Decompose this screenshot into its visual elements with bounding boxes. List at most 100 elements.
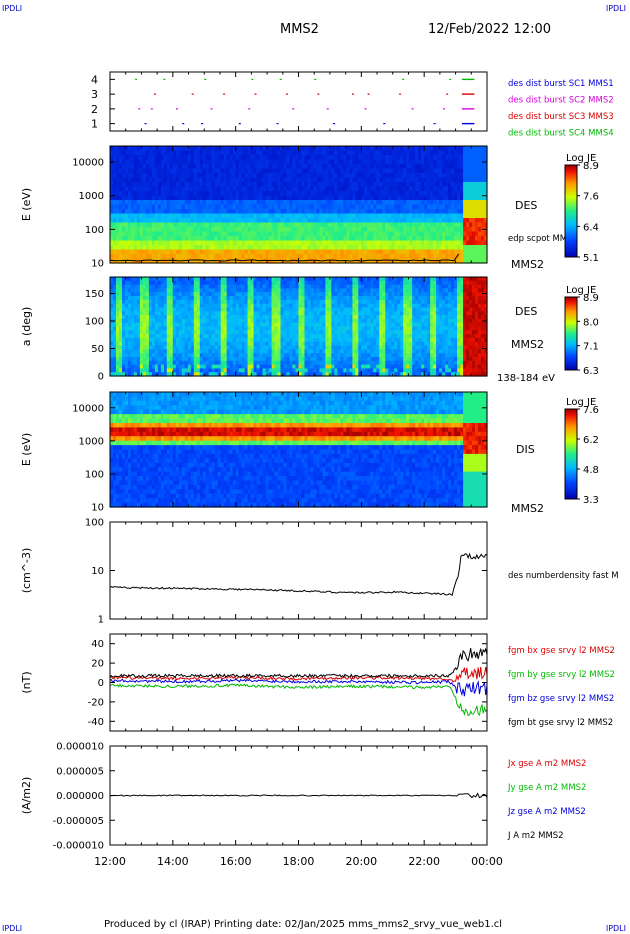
corner-mark-bottom-right: IPDLI — [605, 924, 626, 933]
burst-tick-3: 4 — [91, 73, 98, 86]
colorbar-des-energy — [564, 164, 578, 258]
burst-tick-1: 2 — [91, 103, 98, 116]
x-tick-5: 22:00 — [408, 855, 440, 868]
heatmap-des-energy — [110, 146, 488, 264]
colorbar-des-energy-tick-1: 6.4 — [583, 222, 599, 233]
density-tick-0: 1 — [98, 615, 104, 626]
heatmap-dis-energy — [110, 392, 488, 508]
line-plot-layer — [109, 78, 488, 799]
current-legend-2: Jz gse A m2 MMS2 — [507, 807, 586, 817]
scpot-trace — [109, 253, 460, 262]
x-tick-3: 18:00 — [283, 855, 315, 868]
des-pitch-tick-1: 50 — [91, 344, 104, 355]
des-pitch-tick-3: 150 — [85, 289, 104, 300]
colorbar-des-energy-tick-0: 5.1 — [583, 253, 599, 264]
colorbar-dis-energy — [564, 408, 578, 500]
current-tick-3: 0.000005 — [56, 766, 104, 777]
density-line — [109, 552, 488, 596]
current-tick-2: 0.000000 — [56, 791, 104, 802]
x-tick-1: 14:00 — [157, 855, 189, 868]
burst-legend-3: des dist burst SC4 MMS4 — [508, 129, 614, 139]
colorbar-des-pitch-tick-2: 8.0 — [583, 317, 599, 328]
corner-mark-top-left: IPDLI — [2, 4, 23, 13]
current-ylabel: (A/m2) — [20, 777, 33, 815]
current-legend-1: Jy gse A m2 MMS2 — [507, 783, 586, 793]
des-pitch-probe: MMS2 — [511, 338, 544, 351]
x-tick-6: 00:00 — [471, 855, 503, 868]
corner-mark-bottom-left: IPDLI — [2, 924, 23, 933]
colorbar-des-pitch-tick-0: 6.3 — [583, 366, 599, 377]
burst-legend-1: des dist burst SC2 MMS2 — [508, 96, 614, 106]
des-pitch-tick-0: 0 — [98, 372, 104, 383]
x-tick-0: 12:00 — [94, 855, 126, 868]
des-energy-tick-1: 100 — [85, 225, 104, 236]
des-energy-probe: MMS2 — [511, 258, 544, 271]
bfield-line-by — [109, 683, 488, 716]
colorbar-des-pitch-title: Log JE — [566, 285, 596, 296]
dis-energy-probe: MMS2 — [511, 502, 544, 515]
spacecraft-title: MMS2 — [280, 22, 319, 37]
x-tick-2: 16:00 — [220, 855, 252, 868]
footer-text: Produced by cl (IRAP) Printing date: 02/… — [104, 919, 503, 930]
density-tick-1: 10 — [91, 566, 104, 577]
des-energy-ylabel: E (eV) — [20, 188, 33, 221]
des-pitch-tick-2: 100 — [85, 317, 104, 328]
dis-energy-tick-3: 10000 — [72, 403, 104, 414]
panel-frame-5 — [109, 521, 488, 620]
bfield-tick-0: -40 — [88, 717, 104, 728]
x-tick-4: 20:00 — [345, 855, 377, 868]
panel-frame-1 — [109, 71, 488, 132]
colorbar-des-pitch-tick-3: 8.9 — [583, 293, 599, 304]
density-ylabel: (cm^-3) — [20, 548, 33, 594]
bfield-tick-1: -20 — [88, 697, 104, 708]
des-energy-tick-2: 1000 — [79, 191, 104, 202]
density-legend: des numberdensity fast M — [508, 571, 619, 581]
heatmap-des-pitch — [110, 277, 488, 377]
bfield-legend-3: fgm bt gse srvy l2 MMS2 — [508, 718, 613, 728]
colorbar-des-pitch-tick-1: 7.1 — [583, 342, 599, 353]
bfield-tick-2: 0 — [98, 678, 104, 689]
des-energy-secondary: edp scpot MMS2 — [508, 234, 578, 244]
spectrogram-layer — [110, 146, 488, 508]
current-tick-0: -0.000010 — [53, 841, 104, 852]
colorbar-des-energy-title: Log JE — [566, 153, 596, 164]
current-legend-3: J A m2 MMS2 — [507, 831, 564, 841]
dis-energy-tick-0: 10 — [91, 503, 104, 514]
current-line — [110, 792, 488, 799]
dis-energy-tick-1: 100 — [85, 469, 104, 480]
colorbar-dis-energy-tick-2: 6.2 — [583, 435, 599, 446]
bfield-tick-4: 40 — [91, 639, 104, 650]
des-energy-label: DES — [515, 199, 537, 212]
des-pitch-ylabel: a (deg) — [20, 307, 33, 347]
dis-energy-ylabel: E (eV) — [20, 433, 33, 466]
bfield-line-bt — [109, 647, 488, 679]
current-tick-4: 0.000010 — [56, 742, 104, 753]
bfield-line-bz — [109, 678, 488, 697]
density-tick-2: 100 — [85, 518, 104, 529]
colorbar-dis-energy-tick-0: 3.3 — [583, 495, 599, 506]
colorbar-dis-energy-title: Log JE — [566, 397, 596, 408]
dis-energy-tick-2: 1000 — [79, 436, 104, 447]
burst-tick-2: 3 — [91, 88, 98, 101]
burst-legend-0: des dist burst SC1 MMS1 — [508, 79, 614, 89]
colorbar-des-pitch — [564, 296, 578, 371]
bfield-legend-1: fgm by gse srvy l2 MMS2 — [508, 670, 615, 680]
colorbar-dis-energy-tick-3: 7.6 — [583, 405, 599, 416]
burst-tick-0: 1 — [91, 118, 98, 131]
des-energy-tick-3: 10000 — [72, 158, 104, 169]
des-pitch-label: DES — [515, 305, 537, 318]
current-legend-0: Jx gse A m2 MMS2 — [507, 759, 586, 769]
bfield-legend-2: fgm bz gse srvy l2 MMS2 — [508, 694, 614, 704]
des-pitch-range: 138-184 eV — [497, 373, 555, 384]
dis-energy-label: DIS — [516, 443, 535, 456]
bfield-legend-0: fgm bx gse srvy l2 MMS2 — [508, 646, 615, 656]
burst-legend-2: des dist burst SC3 MMS3 — [508, 112, 614, 122]
colorbar-des-energy-tick-2: 7.6 — [583, 192, 599, 203]
colorbar-des-energy-tick-3: 8.9 — [583, 161, 599, 172]
bfield-tick-3: 20 — [91, 659, 104, 670]
bfield-ylabel: (nT) — [20, 671, 33, 693]
current-tick-1: -0.000005 — [53, 816, 104, 827]
des-energy-tick-0: 10 — [91, 259, 104, 270]
